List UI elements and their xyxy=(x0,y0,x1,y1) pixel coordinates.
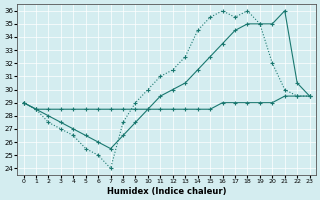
X-axis label: Humidex (Indice chaleur): Humidex (Indice chaleur) xyxy=(107,187,226,196)
